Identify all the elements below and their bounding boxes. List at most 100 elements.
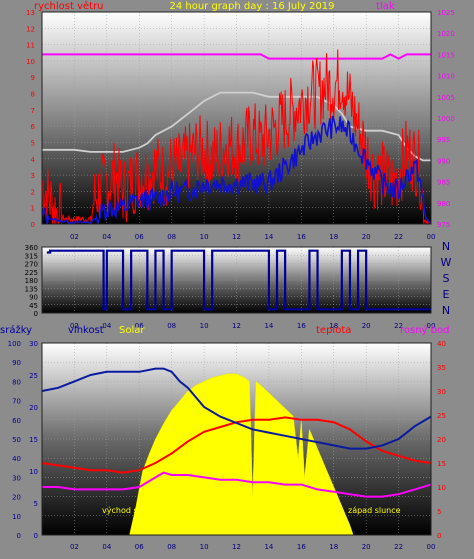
wind-direction-line xyxy=(46,249,431,311)
dir-x-tick-label: 14 xyxy=(264,322,273,330)
bottom-x-tick-label: 04 xyxy=(102,543,111,551)
temperature-tick-label: 40 xyxy=(437,340,446,348)
pressure-tick-label: 975 xyxy=(437,221,450,229)
x-tick-label: 04 xyxy=(102,233,111,241)
wind-tick-label: 13 xyxy=(26,9,35,17)
bottom-x-tick-label: 06 xyxy=(135,543,144,551)
rain-tick-label: 30 xyxy=(12,474,21,482)
dir-x-tick-label: 08 xyxy=(167,322,176,330)
wind-tick-label: 0 xyxy=(31,221,35,229)
compass-label: S xyxy=(443,272,450,285)
bottom-x-tick-label: 16 xyxy=(297,543,306,551)
x-tick-label: 06 xyxy=(135,233,144,241)
bottom-panel-border xyxy=(41,342,432,536)
bottom-x-tick-label: 08 xyxy=(167,543,176,551)
dir-x-tick-label: 22 xyxy=(394,322,403,330)
x-tick-label: 16 xyxy=(297,233,306,241)
dir-tick-label: 315 xyxy=(25,252,38,260)
solar-area xyxy=(129,373,354,536)
pressure-tick-label: 1000 xyxy=(437,115,455,123)
wind-tick-label: 12 xyxy=(26,25,35,33)
bottom-plot xyxy=(41,342,432,536)
rain-tick-label: 20 xyxy=(12,494,21,502)
label-sunset: západ slunce xyxy=(348,506,401,515)
rain-tick-label: 50 xyxy=(12,436,21,444)
temperature-tick-label: 30 xyxy=(437,388,446,396)
wind-avg-line xyxy=(41,115,432,225)
pressure-tick-label: 990 xyxy=(437,157,450,165)
pressure-trace-grey xyxy=(42,91,431,162)
temperature-tick-label: 35 xyxy=(437,364,446,372)
dir-tick-label: 90 xyxy=(29,294,38,302)
wind-tick-label: 6 xyxy=(31,123,36,131)
wind-tick-label: 9 xyxy=(31,74,35,82)
x-tick-label: 10 xyxy=(200,233,209,241)
dir-tick-label: 135 xyxy=(25,285,38,293)
dir-x-tick-label: 16 xyxy=(297,322,306,330)
dir-x-tick-label: 12 xyxy=(232,322,241,330)
compass-label: N xyxy=(442,240,450,253)
dir-tick-label: 0 xyxy=(34,310,38,318)
pressure-tick-label: 980 xyxy=(437,200,450,208)
temperature-tick-label: 10 xyxy=(437,484,446,492)
humidity-tick-label: 10 xyxy=(29,468,38,476)
bottom-x-tick-label: 20 xyxy=(362,543,371,551)
label-wind-speed: rychlost větru xyxy=(34,0,104,12)
pressure-tick-label: 1015 xyxy=(437,51,455,59)
x-tick-label: 18 xyxy=(329,233,338,241)
dir-tick-label: 225 xyxy=(25,269,38,277)
rain-tick-label: 40 xyxy=(12,455,21,463)
wind-tick-label: 1 xyxy=(31,205,35,213)
x-tick-label: 02 xyxy=(70,233,79,241)
rain-tick-label: 0 xyxy=(17,532,21,540)
label-temperature: teplota xyxy=(316,325,351,336)
pressure-tick-label: 1010 xyxy=(437,73,455,81)
rain-tick-label: 10 xyxy=(12,513,21,521)
rain-tick-label: 60 xyxy=(12,417,21,425)
dir-tick-label: 270 xyxy=(25,261,38,269)
dir-x-tick-label: 10 xyxy=(200,322,209,330)
humidity-tick-label: 0 xyxy=(34,532,38,540)
x-tick-label: 14 xyxy=(264,233,273,241)
humidity-tick-label: 30 xyxy=(29,340,38,348)
pressure-tick-label: 1020 xyxy=(437,30,455,38)
chart-title: 24 hour graph day : 16 July 2019 xyxy=(169,1,334,12)
bottom-x-tick-label: 18 xyxy=(329,543,338,551)
temperature-tick-label: 0 xyxy=(437,532,441,540)
label-sunrise: východ slunce xyxy=(102,506,159,515)
x-tick-label: 22 xyxy=(394,233,403,241)
label-dew-point: rosný bod xyxy=(400,324,449,336)
compass-label: N xyxy=(442,304,450,317)
pressure-tick-label: 985 xyxy=(437,179,450,187)
label-humidity: vlhkost xyxy=(68,325,104,336)
temperature-tick-label: 15 xyxy=(437,460,446,468)
wind-tick-label: 4 xyxy=(31,156,36,164)
bottom-x-tick-label: 02 xyxy=(70,543,79,551)
humidity-tick-label: 5 xyxy=(34,500,38,508)
wind-tick-label: 5 xyxy=(31,139,35,147)
dir-tick-label: 180 xyxy=(25,277,38,285)
x-tick-label: 20 xyxy=(362,233,371,241)
pressure-tick-label: 1005 xyxy=(437,94,455,102)
dir-tick-label: 360 xyxy=(25,244,38,252)
pressure-tick-label: 995 xyxy=(437,136,450,144)
dir-x-tick-label: 18 xyxy=(329,322,338,330)
wind-tick-label: 7 xyxy=(31,107,35,115)
label-solar: Solar xyxy=(119,325,145,336)
x-tick-label: 08 xyxy=(167,233,176,241)
humidity-line xyxy=(41,367,432,450)
wind-tick-label: 8 xyxy=(31,91,35,99)
bottom-x-tick-label: 00 xyxy=(427,543,436,551)
dir-x-tick-label: 00 xyxy=(427,322,436,330)
humidity-tick-label: 20 xyxy=(29,404,38,412)
pressure-line xyxy=(42,53,431,60)
top-panel-border xyxy=(41,11,432,225)
rain-tick-label: 70 xyxy=(12,398,21,406)
humidity-tick-label: 25 xyxy=(29,372,38,380)
compass-label: E xyxy=(443,288,450,301)
dir-panel-border xyxy=(41,246,432,314)
dir-tick-label: 45 xyxy=(29,302,38,310)
dir-x-tick-label: 20 xyxy=(362,322,371,330)
wind-tick-label: 2 xyxy=(31,188,35,196)
